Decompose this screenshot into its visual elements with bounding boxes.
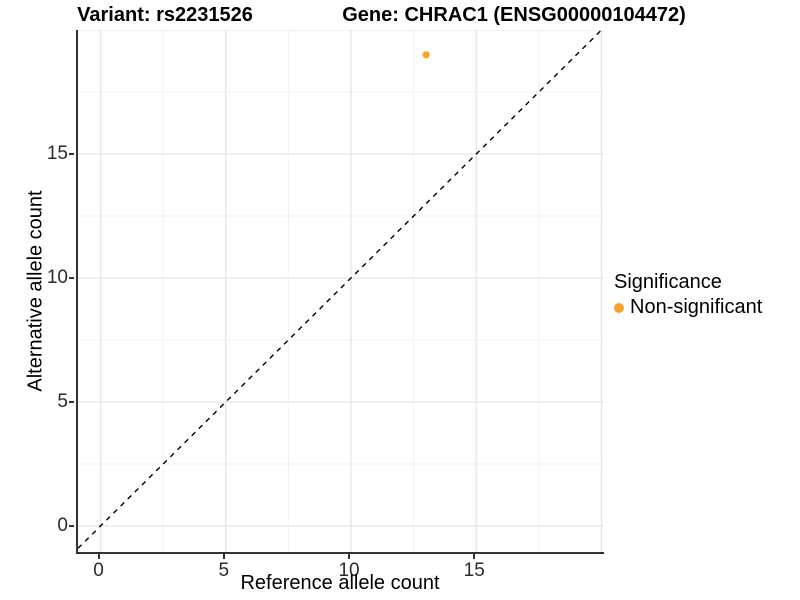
x-tick-mark bbox=[473, 554, 476, 559]
legend-title: Significance bbox=[614, 271, 722, 293]
plot-title-gene: Gene: CHRAC1 (ENSG00000104472) bbox=[342, 4, 686, 26]
plot-panel bbox=[76, 30, 604, 554]
y-tick-mark bbox=[69, 276, 74, 279]
y-tick-mark bbox=[69, 152, 74, 155]
y-tick-mark bbox=[69, 400, 74, 403]
plot-title-variant: Variant: rs2231526 bbox=[77, 4, 253, 26]
legend-item: Non-significant bbox=[614, 296, 762, 319]
y-axis-title: Alternative allele count bbox=[24, 190, 47, 392]
x-axis-title: Reference allele count bbox=[240, 572, 440, 594]
x-tick-mark bbox=[222, 554, 225, 559]
legend: Significance Non-significant bbox=[614, 271, 762, 319]
y-tick-mark bbox=[69, 524, 74, 527]
y-tick-label: 10 bbox=[46, 266, 68, 288]
identity-dashed-line bbox=[78, 30, 602, 549]
x-tick-label: 15 bbox=[463, 560, 485, 581]
x-tick-mark bbox=[97, 554, 100, 559]
x-tick-label: 5 bbox=[218, 560, 230, 581]
legend-point-icon bbox=[614, 302, 624, 313]
y-tick-label: 15 bbox=[46, 142, 68, 164]
plot-canvas bbox=[78, 30, 604, 552]
x-tick-mark bbox=[348, 554, 351, 559]
y-tick-label: 5 bbox=[57, 390, 68, 412]
x-tick-label: 10 bbox=[338, 560, 360, 581]
legend-item-label: Non-significant bbox=[630, 296, 763, 318]
data-point bbox=[422, 51, 430, 59]
y-tick-label: 0 bbox=[57, 514, 68, 536]
x-tick-label: 0 bbox=[93, 560, 104, 581]
